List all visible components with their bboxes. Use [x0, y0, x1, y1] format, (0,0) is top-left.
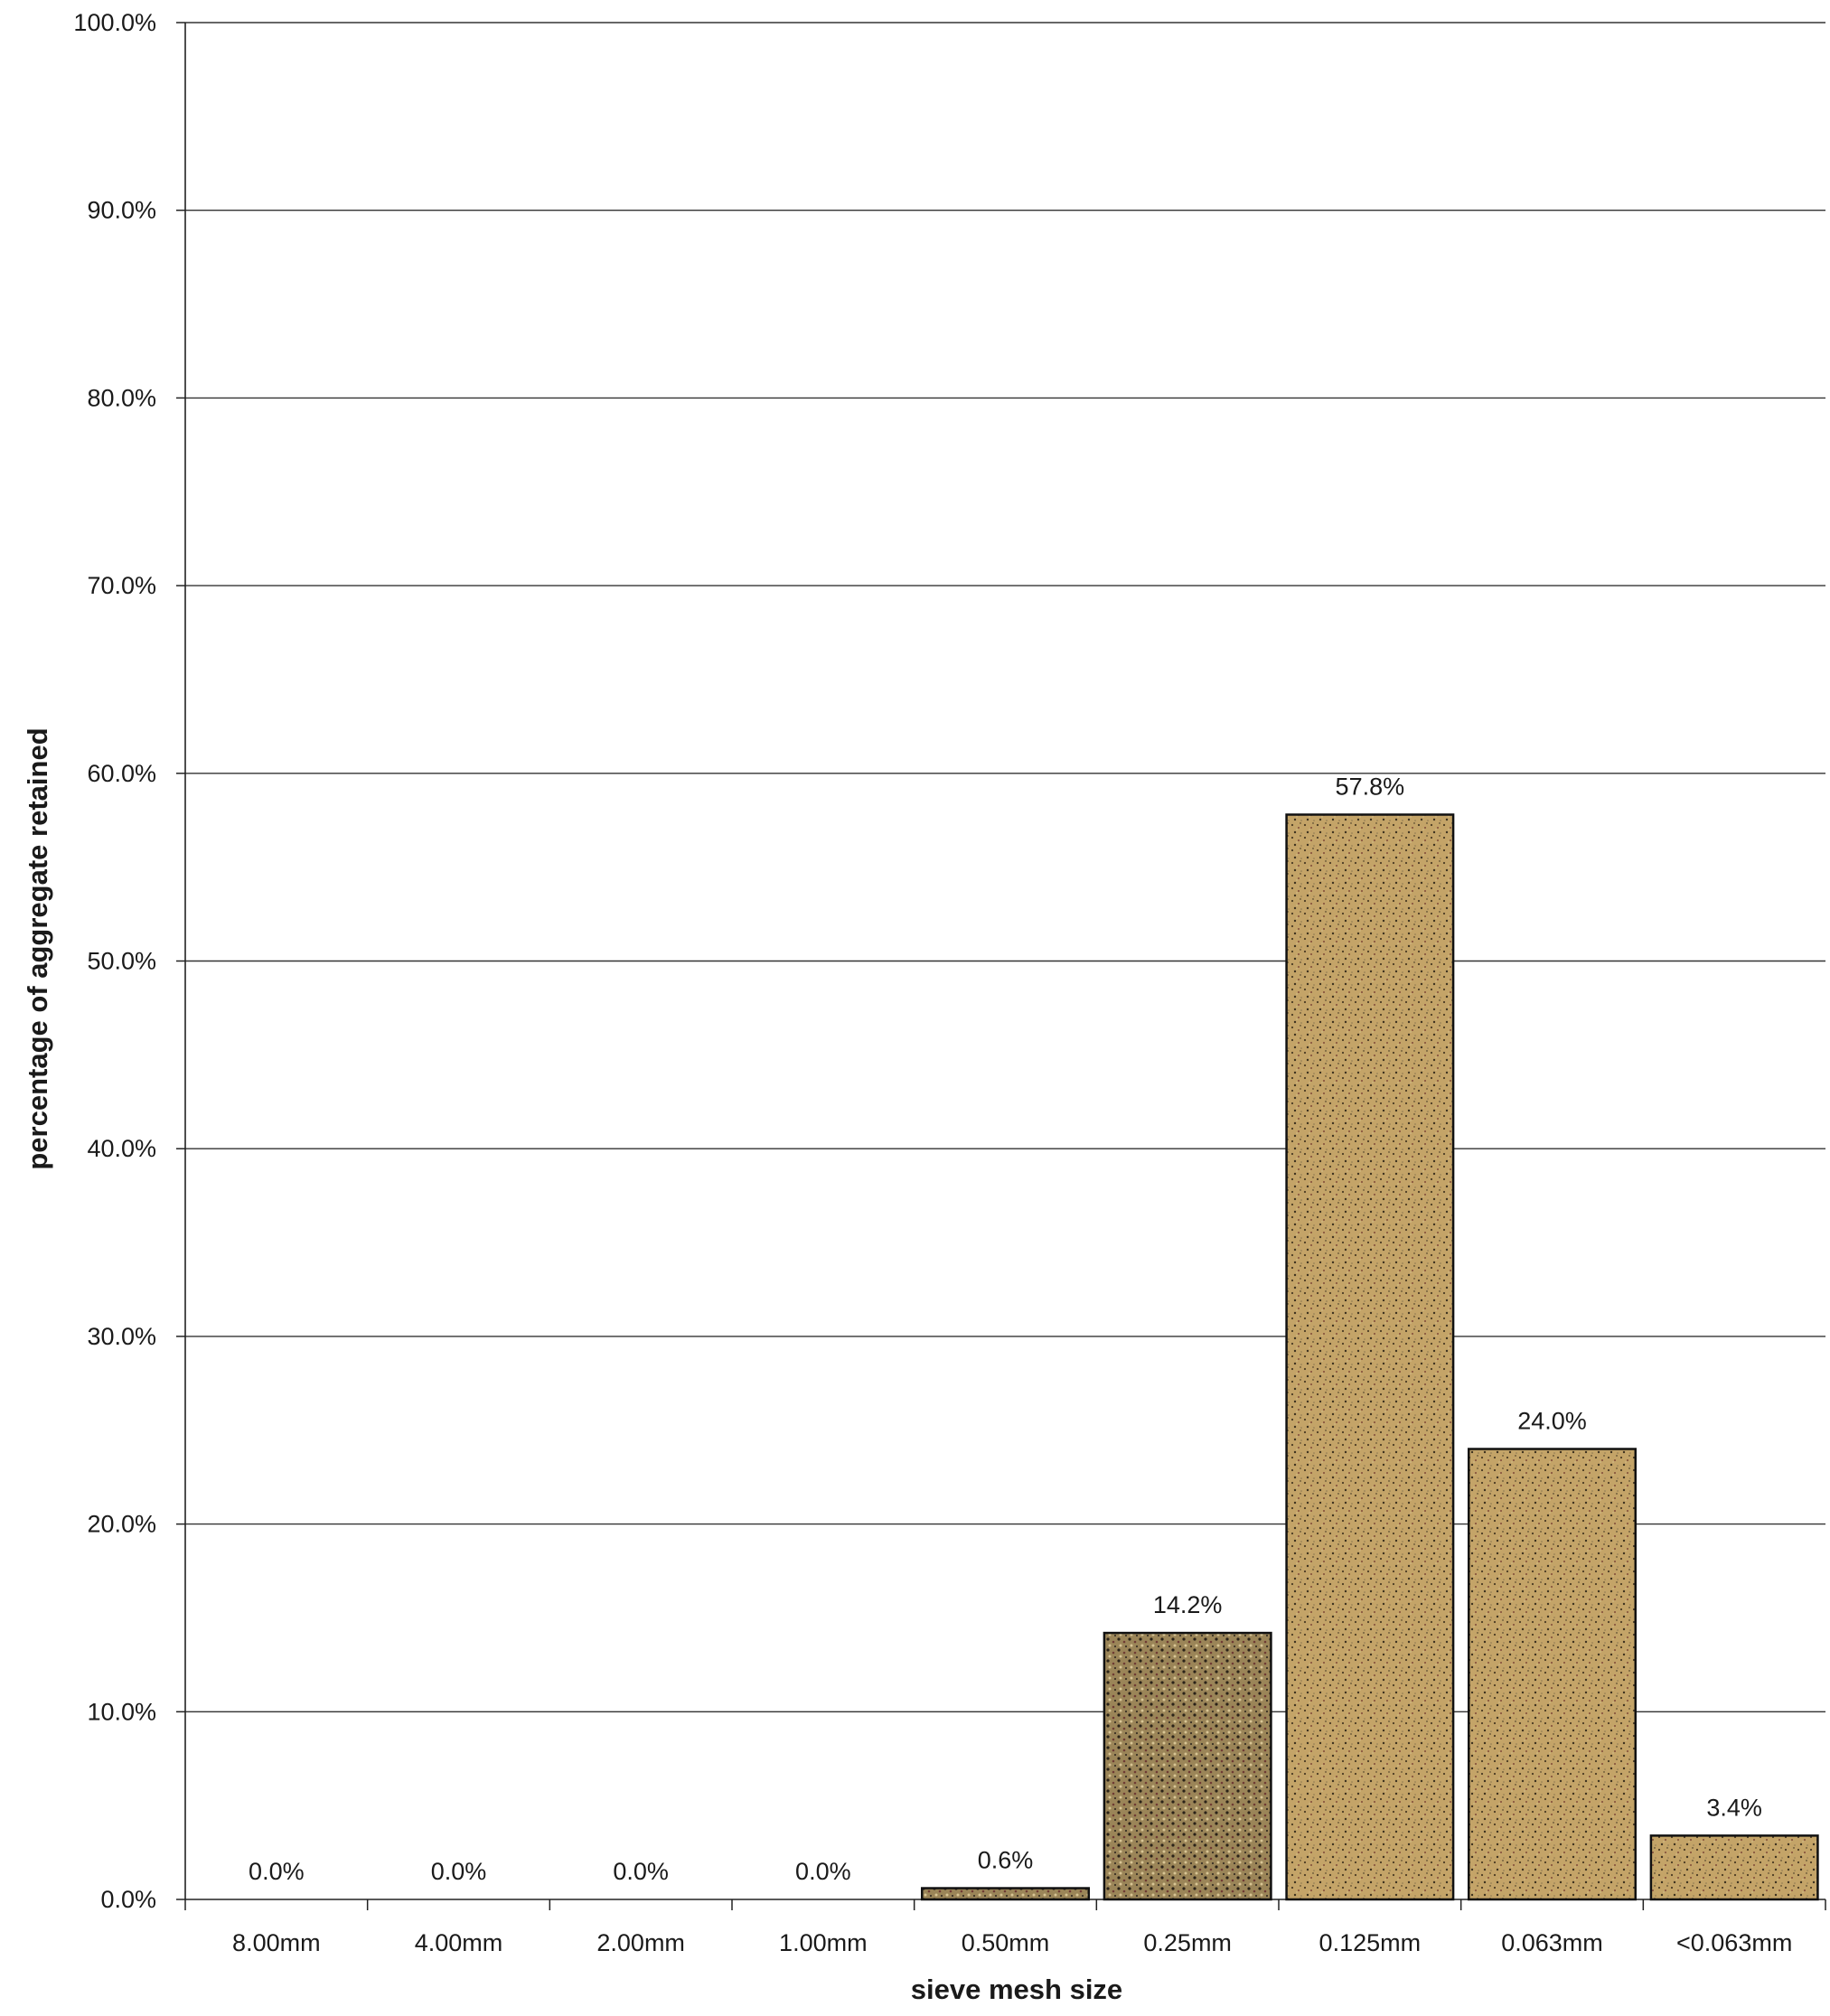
y-tick-label: 20.0% [87, 1511, 156, 1538]
data-label: 0.6% [978, 1847, 1034, 1874]
x-tick-label: 1.00mm [779, 1929, 868, 1956]
x-tick-label: 2.00mm [596, 1929, 685, 1956]
data-label: 0.0% [613, 1858, 669, 1885]
y-tick-label: 60.0% [87, 760, 156, 787]
x-tick-label: <0.063mm [1676, 1929, 1792, 1956]
x-tick-label: 0.063mm [1501, 1929, 1603, 1956]
y-tick-label: 90.0% [87, 197, 156, 224]
gridlines [185, 22, 1825, 1713]
x-tick-label: 8.00mm [232, 1929, 321, 1956]
y-tick-label: 80.0% [87, 384, 156, 411]
data-label: 57.8% [1336, 773, 1405, 800]
y-tick-label: 30.0% [87, 1323, 156, 1350]
y-tick-label: 100.0% [73, 9, 156, 36]
bar [1103, 1631, 1272, 1901]
data-label: 0.0% [249, 1858, 305, 1885]
y-tick-label: 50.0% [87, 948, 156, 975]
data-label: 0.0% [431, 1858, 487, 1885]
bar [920, 1887, 1091, 1901]
data-label: 0.0% [795, 1858, 851, 1885]
y-axis-title: percentage of aggregate retained [22, 727, 53, 1169]
bar [1467, 1448, 1638, 1901]
x-tick-label: 0.25mm [1143, 1929, 1232, 1956]
y-tick-label: 0.0% [100, 1886, 156, 1913]
bars [920, 813, 1819, 1901]
labels: 0.0% 10.0% 20.0% 30.0% 40.0% 50.0% 60.0% 70.0% 8… [73, 9, 1792, 1956]
x-tick-label: 0.50mm [962, 1929, 1050, 1956]
x-tick-label: 4.00mm [415, 1929, 503, 1956]
data-label: 24.0% [1517, 1408, 1587, 1435]
data-label: 3.4% [1706, 1794, 1762, 1821]
y-tick-label: 40.0% [87, 1135, 156, 1162]
bar [1285, 813, 1455, 1901]
y-tick-label: 70.0% [87, 572, 156, 599]
x-tick-label: 0.125mm [1319, 1929, 1422, 1956]
data-label: 14.2% [1153, 1591, 1223, 1618]
y-tick-label: 10.0% [87, 1698, 156, 1725]
bar [1649, 1834, 1819, 1901]
x-axis-title: sieve mesh size [911, 1974, 1122, 2005]
